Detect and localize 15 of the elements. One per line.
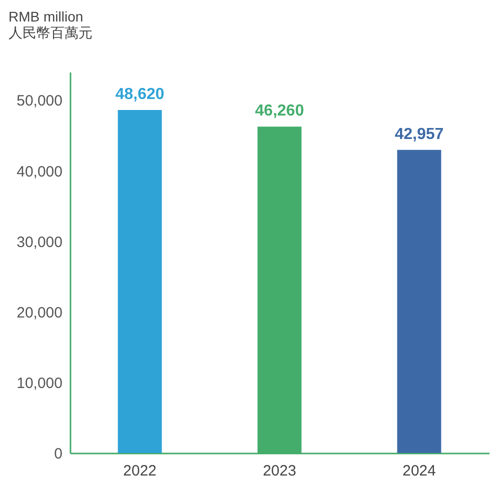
y-tick-label: 30,000 xyxy=(16,234,62,251)
data-label: 48,620 xyxy=(115,86,164,103)
y-tick-label: 40,000 xyxy=(16,163,62,180)
x-tick-label: 2022 xyxy=(123,462,157,480)
y-tick-label: 50,000 xyxy=(16,92,62,110)
data-label: 42,957 xyxy=(394,126,444,143)
x-tick-label: 2023 xyxy=(262,462,296,480)
y-axis-title: RMB million 人民幣百萬元 xyxy=(8,8,92,40)
y-tick-label: 0 xyxy=(54,446,62,462)
bar xyxy=(118,110,162,453)
data-label: 46,260 xyxy=(255,102,304,120)
bar xyxy=(397,150,442,453)
x-tick-label: 2024 xyxy=(402,462,436,480)
y-tick-label: 20,000 xyxy=(16,304,62,322)
y-tick-label: 10,000 xyxy=(16,374,62,392)
